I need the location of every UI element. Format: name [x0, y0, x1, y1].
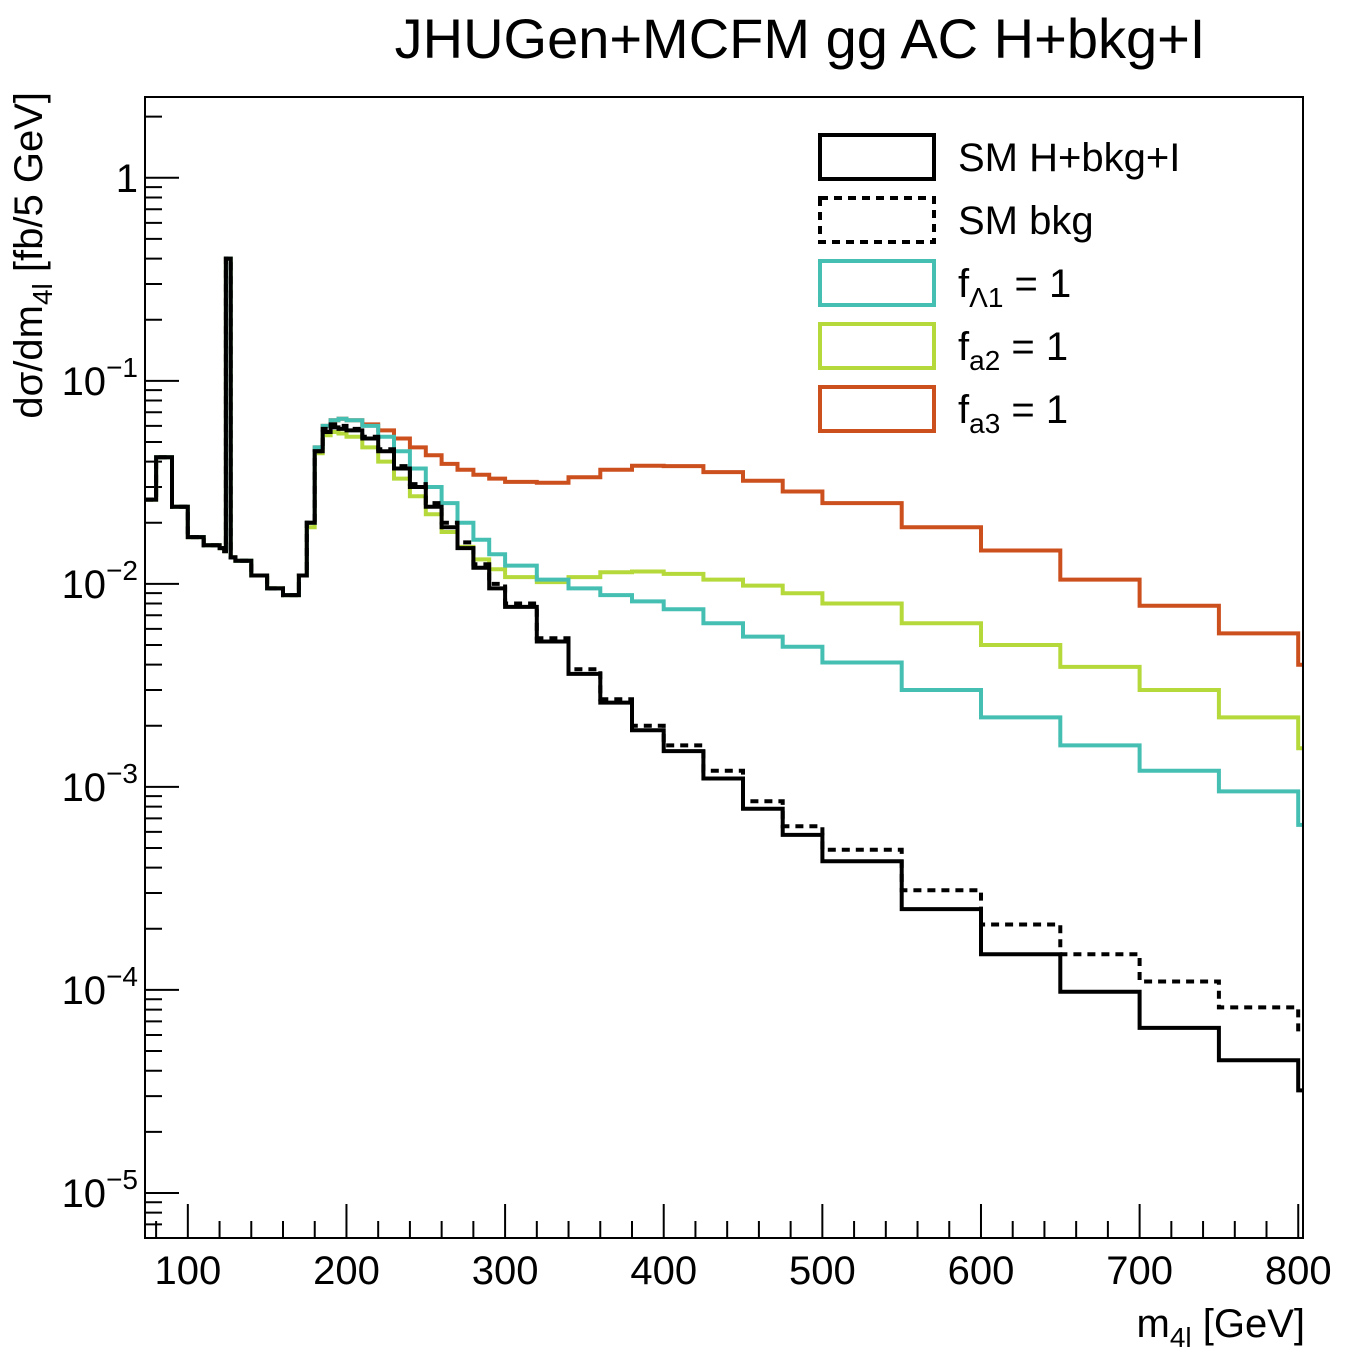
legend-label: SM bkg: [958, 199, 1094, 243]
y-tick-label: 10−3: [62, 758, 138, 810]
plot-series-area: [145, 256, 1303, 1093]
y-tick-label-base: 1: [116, 157, 138, 201]
y-tick-label-base: 10: [62, 1172, 107, 1216]
y-tick-label-exponent: −5: [106, 1164, 138, 1195]
legend-label-main: f: [958, 325, 970, 369]
x-tick-label: 500: [789, 1249, 856, 1293]
legend-label-suffix: = 1: [1000, 388, 1068, 432]
x-tick-label: 400: [630, 1249, 697, 1293]
series-line: [145, 256, 1303, 1093]
legend-label: fa3 = 1: [958, 388, 1068, 439]
legend-label-subscript: a3: [969, 408, 1000, 439]
x-tick-label: 600: [948, 1249, 1015, 1293]
y-tick-label-base: 10: [62, 563, 107, 607]
x-tick-label: 800: [1265, 1249, 1332, 1293]
x-axis-title-main: m: [1136, 1302, 1169, 1346]
legend-label: fa2 = 1: [958, 325, 1068, 376]
y-tick-label: 10−4: [62, 961, 138, 1013]
y-tick-label-exponent: −3: [106, 758, 138, 789]
legend-label: fΛ1 = 1: [958, 262, 1071, 313]
axes: 100 200 300 400 500 600 700 800110−110−210−310−…: [62, 115, 1332, 1293]
x-axis-title: m4l [GeV]: [1136, 1302, 1305, 1353]
y-axis-title: dσ/dm4l [fb/5 GeV]: [7, 92, 58, 419]
legend-label-main: f: [958, 262, 970, 306]
plot-frame: [144, 96, 1304, 1239]
y-tick-label-exponent: −1: [106, 352, 138, 383]
y-tick-label: 10−2: [62, 555, 138, 607]
x-tick-label: 200: [313, 1249, 380, 1293]
legend-label-subscript: a2: [969, 345, 1000, 376]
legend-swatch: [818, 196, 936, 244]
legend-swatch: [818, 133, 936, 181]
legend-swatch: [818, 259, 936, 307]
x-tick-label: 100: [154, 1249, 221, 1293]
chart-title: JHUGen+MCFM gg AC H+bkg+I: [395, 7, 1206, 70]
y-tick-label-base: 10: [62, 969, 107, 1013]
y-tick-label: 10−5: [62, 1164, 138, 1216]
legend-label-main: f: [958, 388, 970, 432]
legend-label: SM H+bkg+I: [958, 136, 1180, 180]
y-axis-title-subscript: 4l: [27, 283, 58, 305]
y-tick-label: 1: [116, 157, 138, 201]
legend-label-main: SM H+bkg+I: [958, 136, 1180, 180]
x-axis-title-subscript: 4l: [1170, 1322, 1192, 1353]
legend-label-subscript: Λ1: [969, 282, 1003, 313]
y-tick-label: 10−1: [62, 352, 138, 404]
legend-label-main: SM bkg: [958, 199, 1094, 243]
y-tick-label-exponent: −4: [106, 961, 138, 992]
x-axis-title-unit: [GeV]: [1192, 1302, 1305, 1346]
legend-label-suffix: = 1: [1003, 262, 1071, 306]
y-tick-label-base: 10: [62, 766, 107, 810]
x-tick-label: 700: [1106, 1249, 1173, 1293]
y-tick-label-base: 10: [62, 360, 107, 404]
x-tick-label: 300: [472, 1249, 539, 1293]
legend-swatch: [818, 322, 936, 370]
legend-swatch: [818, 385, 936, 433]
y-tick-label-exponent: −2: [106, 555, 138, 586]
legend-label-suffix: = 1: [1000, 325, 1068, 369]
y-axis-title-unit: [fb/5 GeV]: [7, 92, 51, 283]
y-axis-title-main: dσ/dm: [7, 305, 51, 419]
